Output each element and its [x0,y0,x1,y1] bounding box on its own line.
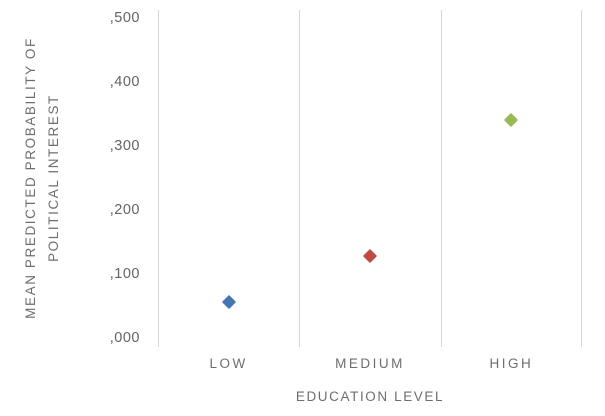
y-axis-title-line2: POLITICAL INTEREST [46,94,61,262]
x-axis-title: EDUCATION LEVEL [295,389,445,404]
x-category-label-high: HIGH [489,356,534,371]
y-tick-label: ,400 [109,74,140,90]
data-point-high [504,113,519,128]
vertical-gridline [581,10,582,347]
y-axis-title: MEAN PREDICTED PROBABILITY OF POLITICAL … [19,8,63,348]
data-point-medium [362,249,378,264]
y-tick-label: ,200 [109,202,140,218]
vertical-gridline [440,10,442,347]
y-tick-label: ,100 [109,266,140,282]
data-point-low [221,295,236,310]
vertical-gridline [158,10,159,347]
x-category-label-medium: MEDIUM [335,356,405,371]
plot-area [158,10,582,347]
y-tick-label: ,000 [109,330,140,346]
vertical-gridline [299,10,301,347]
x-category-label-low: LOW [209,356,248,371]
y-tick-label: ,300 [109,138,140,154]
y-tick-label: ,500 [109,10,140,26]
y-axis-title-line1: MEAN PREDICTED PROBABILITY OF [23,37,38,319]
